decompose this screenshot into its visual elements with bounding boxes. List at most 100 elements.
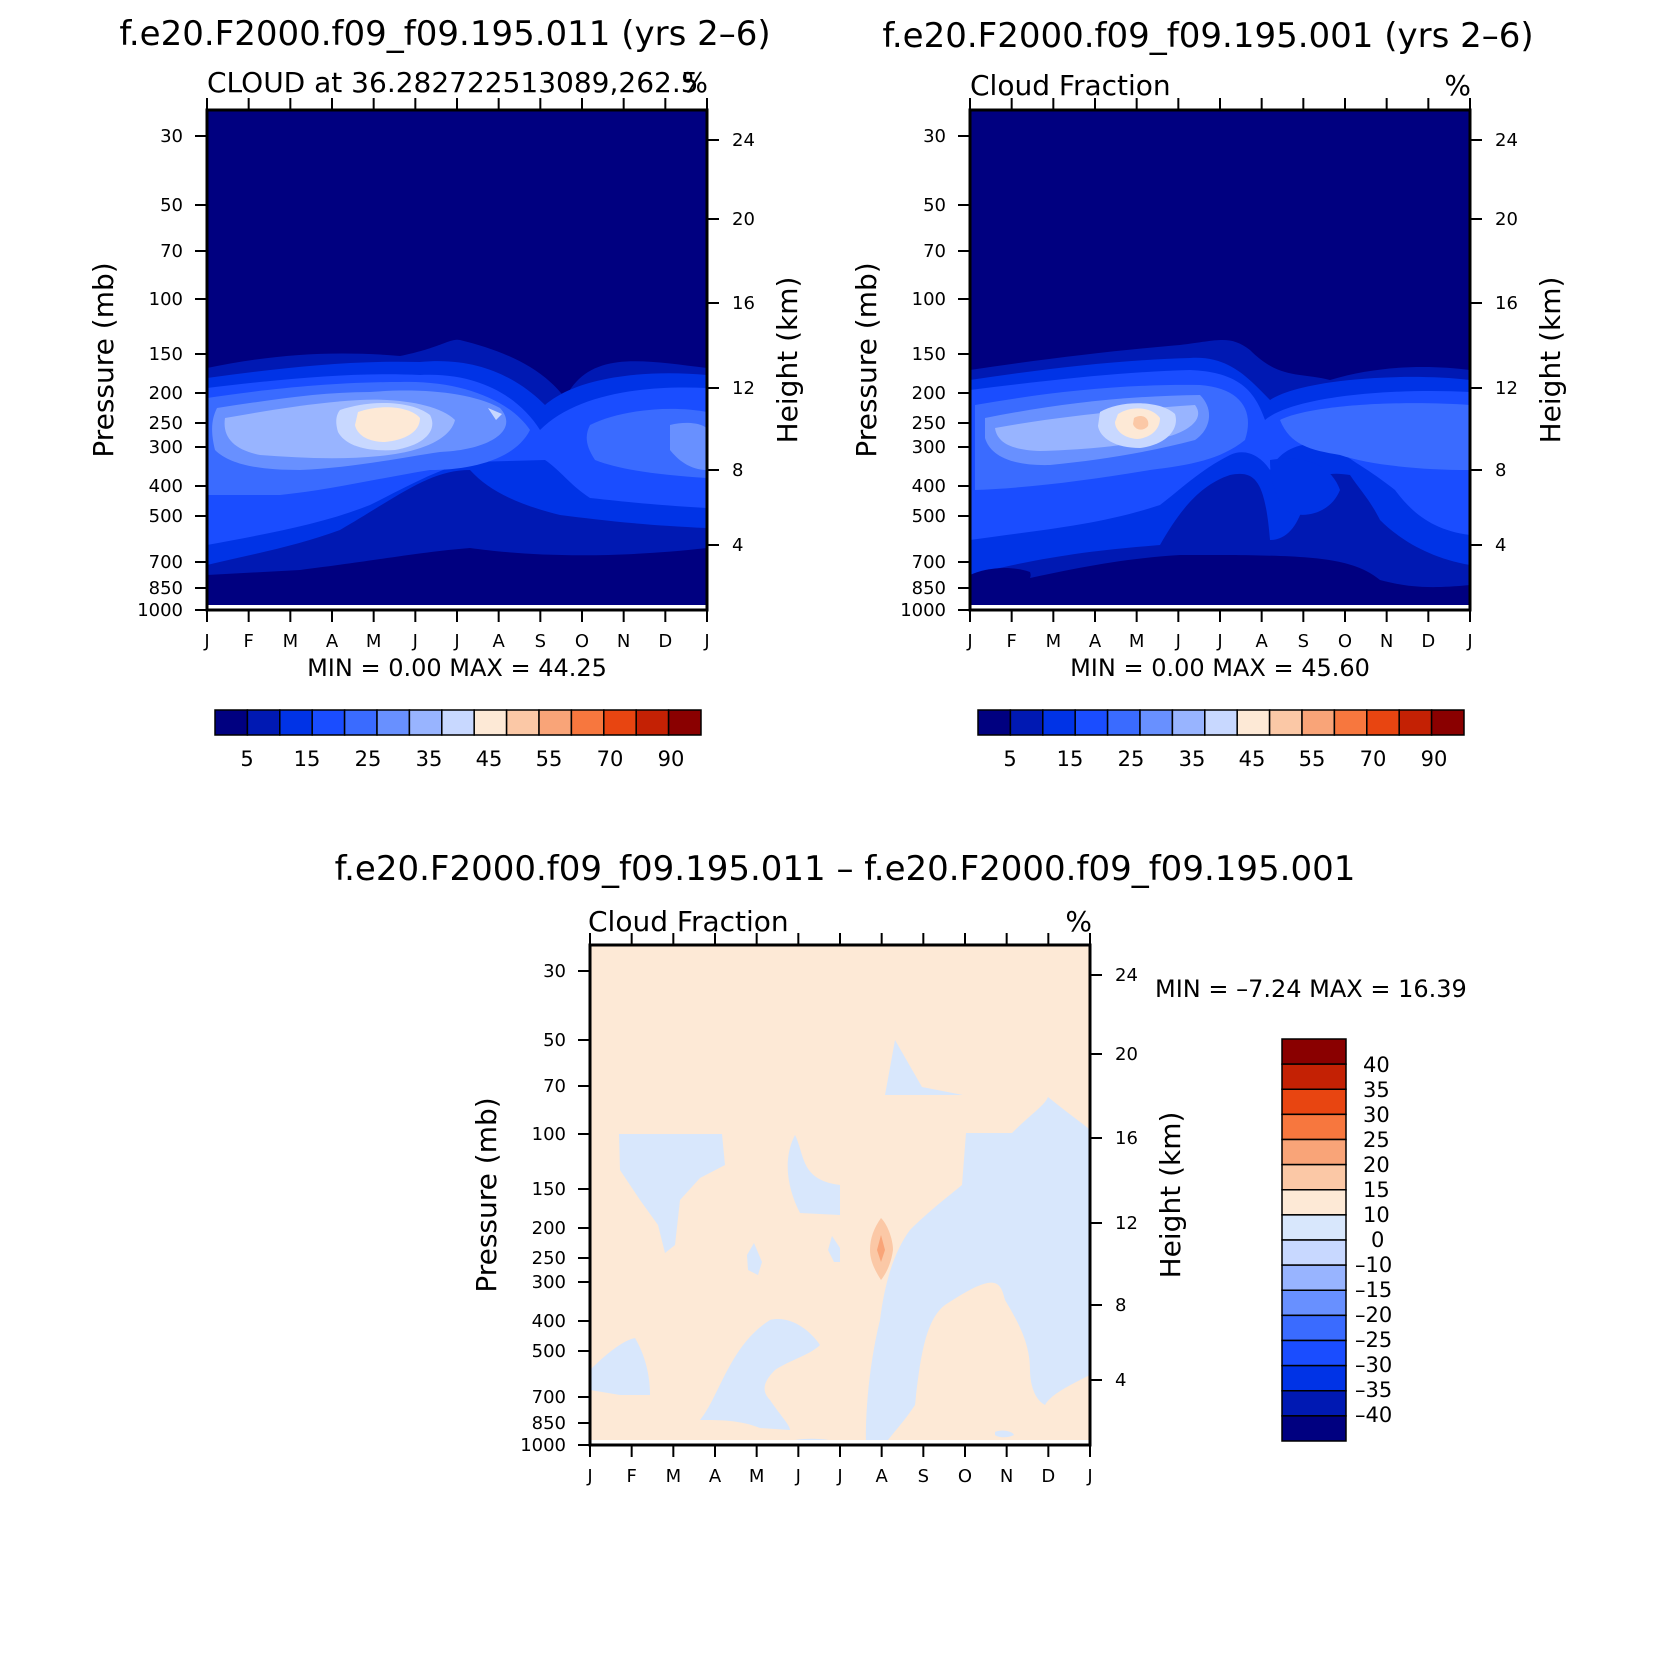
height-axis xyxy=(1090,974,1102,1381)
panel-title: f.e20.F2000.f09_f09.195.001 (yrs 2–6) xyxy=(882,16,1533,56)
colorbar-swatch xyxy=(1366,709,1400,736)
tick-label: 250 xyxy=(912,413,946,434)
colorbar-swatch xyxy=(977,709,1012,736)
tick-label: 1000 xyxy=(137,600,183,621)
colorbar-label: 90 xyxy=(658,747,685,771)
month-label: J xyxy=(586,1466,592,1487)
month-label: J xyxy=(703,631,709,652)
colorbar-swatch xyxy=(473,709,508,736)
colorbar xyxy=(214,709,702,736)
colorbar-swatch xyxy=(1281,1038,1347,1065)
colorbar-swatch xyxy=(1281,1239,1347,1266)
colorbar-swatch xyxy=(1281,1364,1347,1392)
tick-label: 400 xyxy=(912,476,946,497)
colorbar-label: –40 xyxy=(1355,1403,1392,1427)
height-axis xyxy=(707,139,719,546)
month-label: M xyxy=(1129,631,1145,652)
colorbar-swatch xyxy=(1139,709,1174,736)
colorbar-label: –20 xyxy=(1355,1303,1392,1327)
colorbar-label: 35 xyxy=(1179,747,1206,771)
tick-label: 50 xyxy=(923,195,946,216)
tick-label: 1000 xyxy=(900,600,946,621)
month-label: S xyxy=(1298,631,1309,652)
month-label: S xyxy=(535,631,546,652)
tick-label: 24 xyxy=(1495,130,1518,151)
colorbar-swatch xyxy=(1301,709,1336,736)
y-axis-title-right: Height (km) xyxy=(1154,1112,1187,1279)
pressure-axis xyxy=(958,135,970,611)
height-tick-labels: 24 20 16 12 8 4 xyxy=(732,130,755,556)
pressure-axis xyxy=(578,970,590,1446)
colorbar-swatch xyxy=(1236,709,1271,736)
month-label: O xyxy=(575,631,589,652)
colorbar-swatch xyxy=(246,709,281,736)
colorbar-swatch xyxy=(1009,709,1044,736)
month-label: F xyxy=(626,1466,636,1487)
colorbar-swatch xyxy=(408,709,443,736)
colorbar-swatch xyxy=(1281,1390,1347,1417)
pressure-tick-labels: 30 50 70 100 150 200 250 300 400 500 700… xyxy=(520,961,566,1456)
tick-label: 70 xyxy=(160,241,183,262)
tick-label: 4 xyxy=(1115,1370,1126,1391)
contour-field xyxy=(590,945,1090,1445)
month-label: A xyxy=(1089,631,1102,652)
colorbar-labels: 40 35 30 25 20 15 10 0 –10 –15 –20 –25 –… xyxy=(1355,1053,1392,1427)
colorbar-swatch xyxy=(311,709,346,736)
height-tick-labels: 24 20 16 12 8 4 xyxy=(1115,965,1138,1391)
colorbar-label: 35 xyxy=(416,747,443,771)
colorbar-swatch xyxy=(635,709,670,736)
colorbar-label: 15 xyxy=(1057,747,1084,771)
tick-label: 500 xyxy=(532,1341,566,1362)
pressure-tick-labels: 30 50 70 100 150 200 250 300 400 500 700… xyxy=(900,126,946,621)
month-label: D xyxy=(1041,1466,1055,1487)
tick-label: 70 xyxy=(923,241,946,262)
tick-label: 500 xyxy=(912,506,946,527)
colorbar-swatch xyxy=(343,709,378,736)
colorbar-swatch xyxy=(279,709,313,736)
colorbar-label: 15 xyxy=(294,747,321,771)
colorbar-label: –30 xyxy=(1355,1353,1392,1377)
colorbar-label: 25 xyxy=(1118,747,1145,771)
tick-label: 1000 xyxy=(520,1435,566,1456)
tick-label: 400 xyxy=(532,1311,566,1332)
tick-label: 20 xyxy=(1115,1044,1138,1065)
colorbar-swatch xyxy=(603,709,637,736)
colorbar-swatch xyxy=(1281,1214,1347,1241)
colorbar-label: 0 xyxy=(1371,1228,1384,1252)
colorbar-swatch xyxy=(1281,1138,1347,1166)
tick-label: 4 xyxy=(1495,535,1506,556)
month-label: J xyxy=(795,1466,801,1487)
month-label: N xyxy=(617,631,630,652)
colorbar-swatch xyxy=(1268,709,1303,736)
month-label: A xyxy=(876,1466,889,1487)
month-label: M xyxy=(666,1466,682,1487)
tick-label: 24 xyxy=(732,130,755,151)
tick-label: 700 xyxy=(532,1387,566,1408)
colorbar-label: –25 xyxy=(1355,1328,1392,1352)
panel-left-string: CLOUD at 36.282722513089,262.5 xyxy=(207,66,699,99)
month-label: N xyxy=(1000,1466,1013,1487)
month-label: S xyxy=(918,1466,929,1487)
colorbar-label: –10 xyxy=(1355,1253,1392,1277)
tick-label: 20 xyxy=(1495,209,1518,230)
colorbar-swatch xyxy=(1281,1415,1347,1442)
min-max-label: MIN = 0.00 MAX = 45.60 xyxy=(1070,654,1370,682)
month-label: D xyxy=(1421,631,1435,652)
colorbar-swatch xyxy=(1430,709,1465,736)
colorbar-vertical xyxy=(1281,1038,1347,1442)
colorbar-label: 20 xyxy=(1363,1153,1390,1177)
tick-label: 100 xyxy=(912,289,946,310)
tick-label: 150 xyxy=(532,1179,566,1200)
panel-title: f.e20.F2000.f09_f09.195.011 – f.e20.F200… xyxy=(335,849,1356,889)
height-tick-labels: 24 20 16 12 8 4 xyxy=(1495,130,1518,556)
tick-label: 200 xyxy=(149,383,183,404)
y-axis-title-left: Pressure (mb) xyxy=(470,1097,503,1292)
month-label: J xyxy=(412,631,418,652)
colorbar-label: 45 xyxy=(476,747,503,771)
tick-label: 200 xyxy=(532,1218,566,1239)
tick-label: 300 xyxy=(912,437,946,458)
colorbar xyxy=(977,709,1465,736)
tick-label: 20 xyxy=(732,209,755,230)
